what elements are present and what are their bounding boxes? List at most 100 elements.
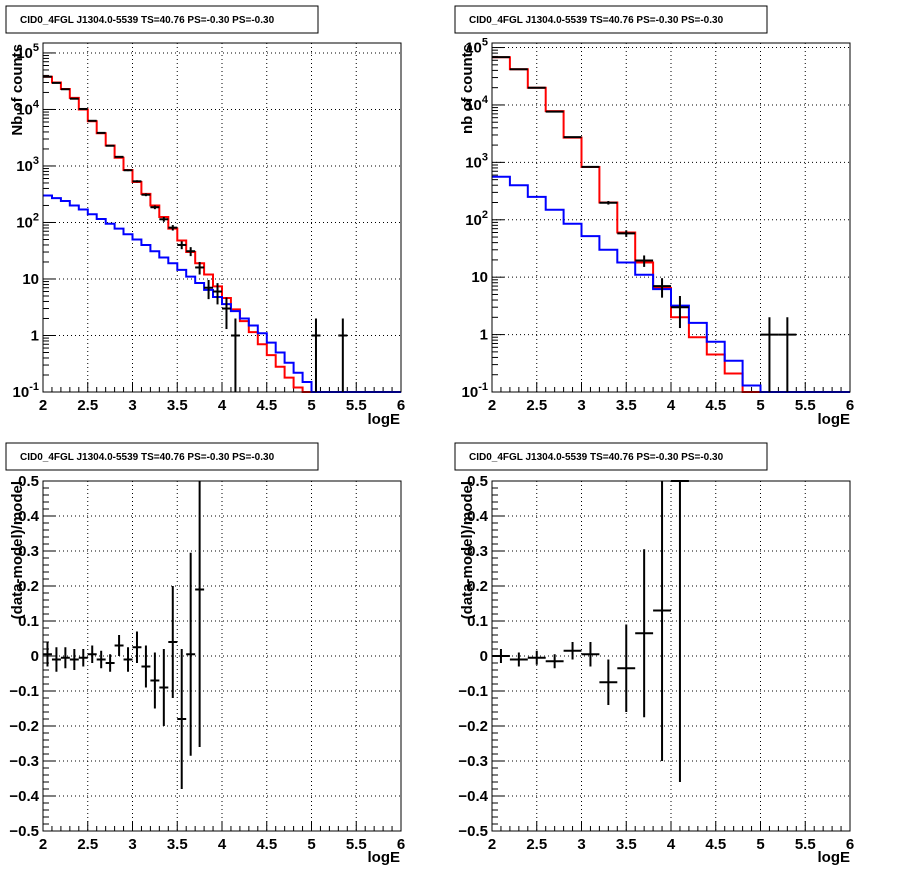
y-tick-label: 0.2	[18, 578, 39, 595]
data-point	[78, 649, 88, 667]
y-tick-label: 10-1	[462, 381, 488, 401]
x-tick-label: 3	[128, 836, 136, 853]
y-tick-label: 1	[480, 327, 488, 344]
y-axis-label: Nb of counts	[9, 44, 26, 136]
y-tick-label: −0.5	[458, 823, 488, 840]
panel-counts-fine: 2 2.5 3 3.5 4 4.5 5 5.5 6 10-1 1 10 102 103 104 105 CID…	[5, 5, 406, 428]
x-tick-label: 4.5	[705, 836, 726, 853]
data-point	[635, 255, 654, 267]
data-point	[87, 645, 97, 663]
x-tick-label: 5.5	[795, 836, 816, 853]
data-point	[177, 241, 187, 250]
data-point	[222, 297, 231, 330]
x-tick-label: 3	[577, 836, 585, 853]
data-point	[186, 247, 196, 257]
x-tick-label: 4.5	[256, 836, 277, 853]
data-point	[105, 144, 115, 147]
plot-area: 2 2.5 3 3.5 4 4.5 5 5.5 6 −0.5 −0.4 −0.3 −0.2 −0.1 0 0.…	[9, 473, 405, 853]
data-point	[760, 317, 779, 392]
data-point	[599, 659, 618, 705]
data-point	[527, 650, 546, 665]
x-tick-label: 5	[756, 836, 764, 853]
data-point	[141, 193, 151, 197]
y-tick-label: −0.2	[458, 718, 488, 735]
data-point	[69, 649, 79, 670]
x-tick-label: 4	[667, 397, 676, 414]
y-axis-label: (data-model)/model	[459, 481, 476, 619]
y-tick-label: 0	[31, 648, 39, 665]
x-tick-label: 2.5	[77, 397, 98, 414]
x-tick-label: 2	[39, 397, 47, 414]
y-axis-label: (data-model)/model	[9, 481, 26, 619]
data-point	[186, 552, 196, 756]
y-tick-label: 104	[16, 98, 40, 118]
data-point	[168, 225, 178, 231]
x-tick-label: 2	[488, 397, 496, 414]
x-tick-label: 3	[128, 397, 136, 414]
data-point	[123, 169, 133, 172]
data-point	[635, 549, 654, 718]
panel-title: CID0_4FGL J1304.0-5539 TS=40.76 PS=-0.30…	[20, 452, 275, 463]
data-point	[105, 654, 115, 672]
x-tick-label: 5.5	[346, 397, 367, 414]
plot-area: 2 2.5 3 3.5 4 4.5 5 5.5 6 10-1 1 10 102 103 104 105	[462, 37, 855, 414]
y-tick-label: 0.5	[467, 473, 488, 490]
x-tick-label: 5.5	[795, 397, 816, 414]
x-tick-label: 5	[756, 397, 764, 414]
data-point	[150, 652, 160, 709]
y-tick-label: 104	[465, 94, 489, 114]
data-point	[51, 647, 61, 672]
y-tick-label: 105	[465, 37, 488, 57]
data-point	[671, 296, 689, 329]
data-point	[563, 642, 582, 660]
data-point	[563, 136, 582, 139]
data-point	[177, 649, 187, 789]
plot-frame	[42, 42, 402, 393]
y-tick-label: 10	[22, 271, 39, 288]
y-tick-label: 10	[471, 269, 488, 286]
data-point	[581, 642, 600, 667]
x-tick-label: 2.5	[77, 836, 98, 853]
data-point	[60, 647, 70, 669]
x-tick-label: 4	[667, 836, 676, 853]
data-point	[168, 586, 178, 698]
x-tick-label: 4	[218, 397, 227, 414]
y-tick-label: 0.3	[467, 543, 488, 560]
panel-title-box	[454, 442, 768, 471]
x-tick-label: 3.5	[167, 836, 188, 853]
data-point	[617, 230, 636, 237]
panel-title-box	[454, 5, 768, 34]
data-point	[653, 481, 671, 761]
y-tick-label: −0.4	[458, 788, 488, 805]
y-tick-label: 102	[465, 209, 488, 229]
data-point	[87, 119, 97, 122]
panel-title-box	[5, 442, 319, 471]
y-tick-label: −0.1	[458, 683, 488, 700]
x-tick-label: 3.5	[616, 397, 637, 414]
data-point	[43, 642, 52, 667]
x-axis-label: logE	[818, 411, 851, 428]
plot-frame	[491, 480, 851, 832]
y-tick-label: 10-1	[13, 381, 39, 401]
x-tick-label: 4	[218, 836, 227, 853]
x-tick-label: 4.5	[256, 397, 277, 414]
y-tick-label: 0.1	[467, 613, 488, 630]
histogram-model-component	[492, 175, 850, 393]
data-point	[195, 481, 205, 747]
y-tick-label: −0.2	[9, 718, 39, 735]
data-point	[778, 317, 797, 392]
data-point	[492, 649, 510, 663]
x-tick-label: 5	[307, 836, 315, 853]
data-point	[150, 205, 160, 210]
histogram-model-component	[43, 194, 401, 393]
x-tick-label: 2	[39, 836, 47, 853]
data-point	[96, 131, 106, 134]
panel-residuals-coarse: 2 2.5 3 3.5 4 4.5 5 5.5 6 −0.5 −0.4 −0.3 −0.2 −0.1 0 0.…	[454, 442, 854, 866]
x-tick-label: 3.5	[616, 836, 637, 853]
y-tick-label: −0.3	[9, 753, 39, 770]
plot-area: 2 2.5 3 3.5 4 4.5 5 5.5 6 10-1 1 10 102 103 104 105	[13, 42, 406, 414]
panel-title-box	[5, 5, 319, 34]
data-point	[509, 652, 528, 667]
data-point	[599, 201, 618, 205]
y-tick-label: 103	[16, 155, 39, 175]
